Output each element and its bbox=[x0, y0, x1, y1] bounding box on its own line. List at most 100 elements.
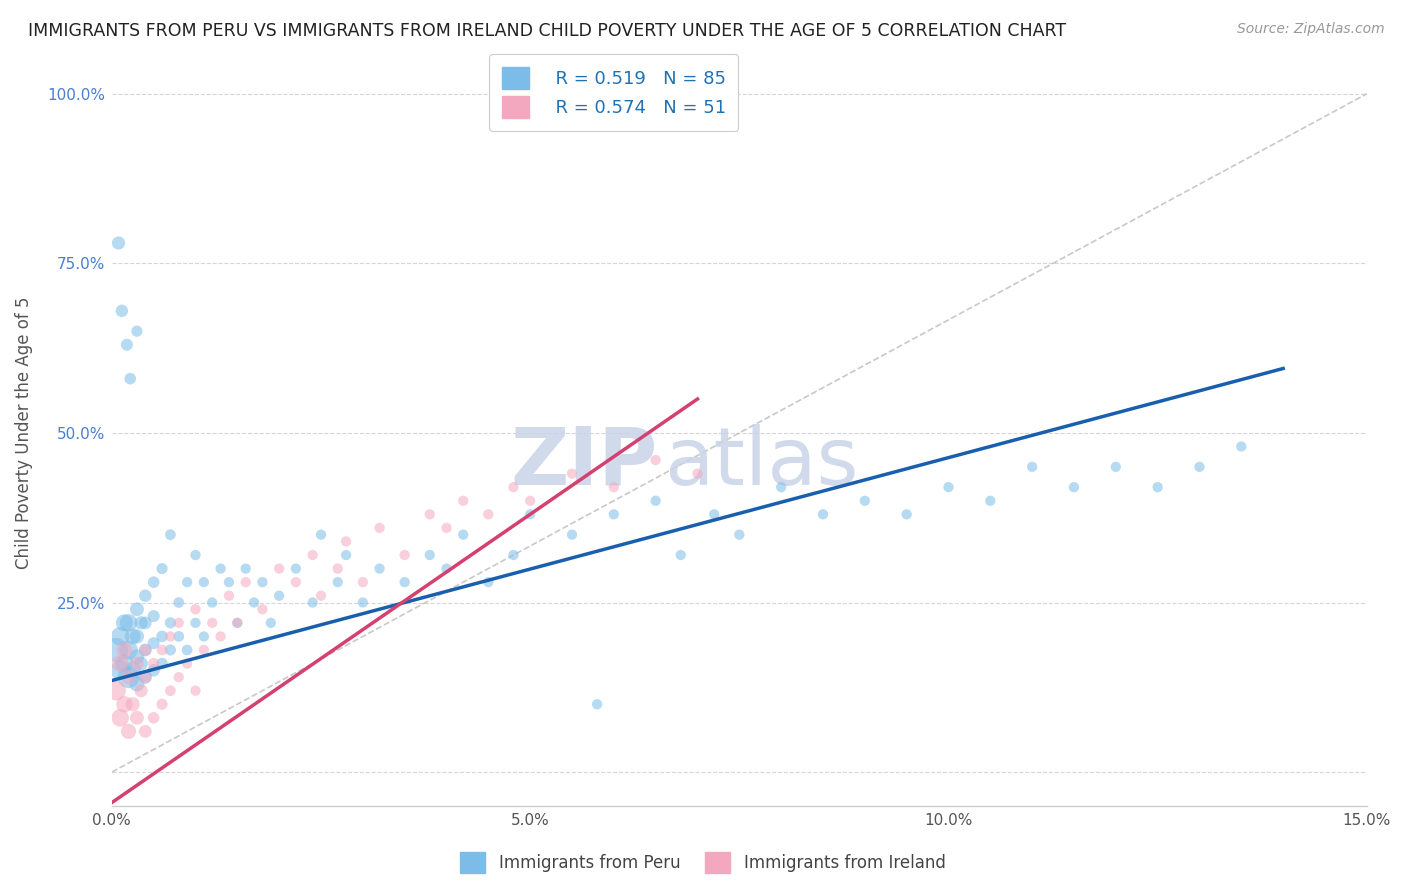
Point bbox=[167, 629, 190, 643]
Point bbox=[703, 508, 725, 522]
Point bbox=[309, 527, 332, 541]
Point bbox=[394, 575, 416, 590]
Point bbox=[142, 575, 165, 590]
Point bbox=[125, 629, 148, 643]
Point bbox=[368, 561, 391, 575]
Point bbox=[1230, 440, 1253, 454]
Point bbox=[284, 575, 307, 590]
Point bbox=[108, 711, 131, 725]
Point bbox=[1021, 459, 1043, 474]
Point bbox=[129, 615, 152, 630]
Y-axis label: Child Poverty Under the Age of 5: Child Poverty Under the Age of 5 bbox=[15, 297, 32, 569]
Point bbox=[1105, 459, 1128, 474]
Point bbox=[502, 480, 524, 494]
Point bbox=[125, 677, 148, 691]
Point bbox=[129, 657, 152, 671]
Point bbox=[335, 534, 357, 549]
Point bbox=[451, 527, 474, 541]
Point bbox=[561, 467, 583, 481]
Point bbox=[150, 561, 173, 575]
Point bbox=[252, 575, 274, 590]
Point bbox=[125, 711, 148, 725]
Point bbox=[226, 615, 249, 630]
Text: Source: ZipAtlas.com: Source: ZipAtlas.com bbox=[1237, 22, 1385, 37]
Point bbox=[134, 670, 156, 684]
Point bbox=[121, 629, 143, 643]
Point bbox=[112, 643, 135, 657]
Text: ZIP: ZIP bbox=[510, 424, 658, 502]
Point bbox=[120, 372, 142, 386]
Point bbox=[167, 595, 190, 609]
Point bbox=[134, 670, 156, 684]
Point bbox=[117, 643, 139, 657]
Point bbox=[193, 575, 215, 590]
Point bbox=[326, 575, 349, 590]
Point bbox=[134, 589, 156, 603]
Point bbox=[811, 508, 834, 522]
Point bbox=[115, 337, 138, 351]
Legend: Immigrants from Peru, Immigrants from Ireland: Immigrants from Peru, Immigrants from Ir… bbox=[454, 846, 952, 880]
Point bbox=[218, 589, 240, 603]
Point bbox=[112, 615, 135, 630]
Point bbox=[394, 548, 416, 562]
Point bbox=[150, 657, 173, 671]
Point bbox=[938, 480, 960, 494]
Point bbox=[167, 670, 190, 684]
Point bbox=[419, 548, 441, 562]
Point bbox=[111, 303, 134, 318]
Point bbox=[235, 561, 257, 575]
Point bbox=[770, 480, 793, 494]
Point bbox=[159, 629, 181, 643]
Point bbox=[193, 643, 215, 657]
Point bbox=[176, 643, 198, 657]
Point bbox=[201, 615, 224, 630]
Point bbox=[477, 508, 499, 522]
Point bbox=[979, 493, 1001, 508]
Text: IMMIGRANTS FROM PERU VS IMMIGRANTS FROM IRELAND CHILD POVERTY UNDER THE AGE OF 5: IMMIGRANTS FROM PERU VS IMMIGRANTS FROM … bbox=[28, 22, 1066, 40]
Point bbox=[117, 724, 139, 739]
Point bbox=[167, 615, 190, 630]
Point bbox=[209, 561, 232, 575]
Point bbox=[243, 595, 266, 609]
Point bbox=[117, 670, 139, 684]
Point bbox=[129, 683, 152, 698]
Point bbox=[252, 602, 274, 616]
Point bbox=[502, 548, 524, 562]
Point bbox=[561, 527, 583, 541]
Point bbox=[108, 657, 131, 671]
Point bbox=[108, 663, 131, 677]
Point bbox=[235, 575, 257, 590]
Point bbox=[201, 595, 224, 609]
Point bbox=[226, 615, 249, 630]
Point bbox=[436, 521, 458, 535]
Point bbox=[184, 683, 207, 698]
Point bbox=[159, 683, 181, 698]
Point bbox=[142, 663, 165, 677]
Point bbox=[125, 602, 148, 616]
Point bbox=[176, 575, 198, 590]
Point bbox=[184, 602, 207, 616]
Point bbox=[117, 615, 139, 630]
Point bbox=[108, 629, 131, 643]
Point bbox=[159, 527, 181, 541]
Point bbox=[134, 643, 156, 657]
Point bbox=[419, 508, 441, 522]
Point bbox=[184, 615, 207, 630]
Point bbox=[121, 698, 143, 712]
Point bbox=[218, 575, 240, 590]
Point bbox=[1063, 480, 1085, 494]
Point bbox=[451, 493, 474, 508]
Point bbox=[644, 493, 666, 508]
Point bbox=[112, 657, 135, 671]
Point bbox=[335, 548, 357, 562]
Point bbox=[728, 527, 751, 541]
Point bbox=[686, 467, 709, 481]
Point bbox=[159, 643, 181, 657]
Point bbox=[301, 595, 323, 609]
Point bbox=[603, 508, 626, 522]
Point bbox=[176, 657, 198, 671]
Point bbox=[644, 453, 666, 467]
Point bbox=[1188, 459, 1211, 474]
Point bbox=[669, 548, 692, 562]
Point bbox=[853, 493, 876, 508]
